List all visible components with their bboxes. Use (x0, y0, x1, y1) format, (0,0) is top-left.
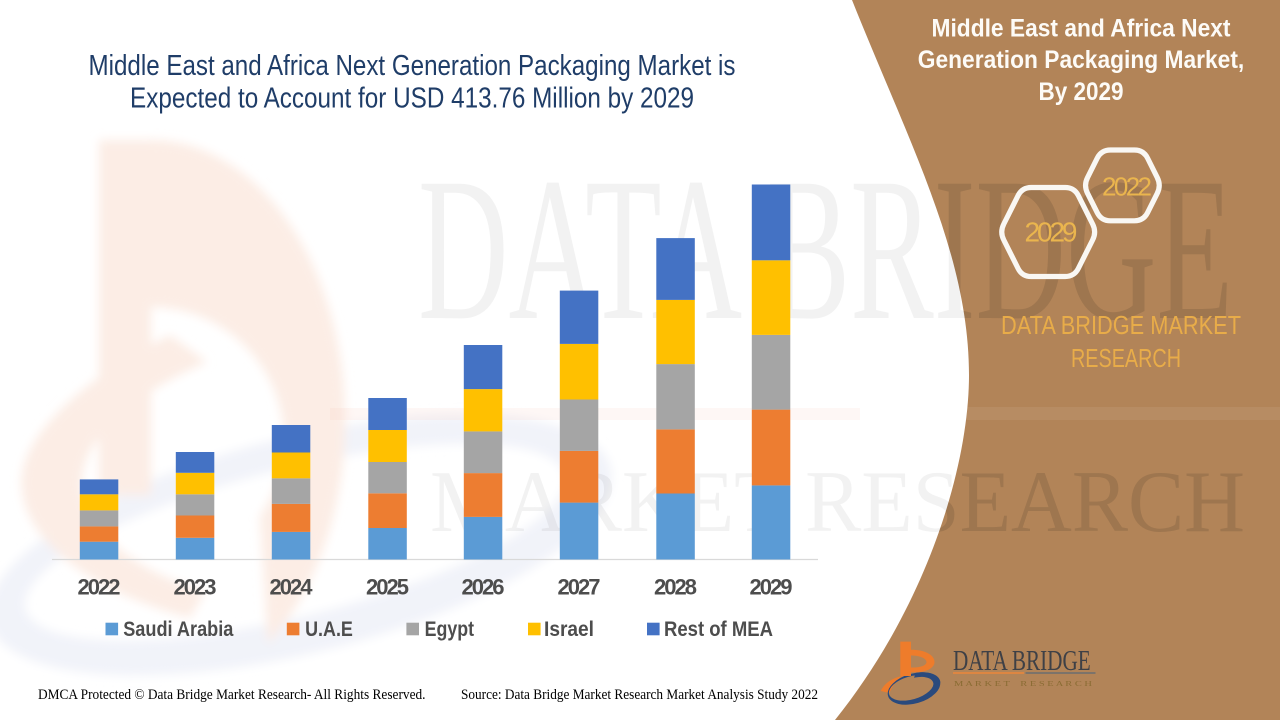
svg-text:2023: 2023 (174, 575, 217, 600)
svg-text:2029: 2029 (1025, 217, 1078, 248)
svg-text:By 2029: By 2029 (1039, 78, 1124, 106)
svg-text:M A R K E T R E S E A R C H: M A R K E T R E S E A R C H (954, 679, 1093, 688)
svg-text:Expected to Account for USD 41: Expected to Account for USD 413.76 Milli… (130, 83, 694, 115)
svg-text:2024: 2024 (270, 575, 314, 600)
svg-text:Egypt: Egypt (425, 618, 474, 641)
svg-text:DMCA Protected © Data Bridge M: DMCA Protected © Data Bridge Market Rese… (38, 687, 426, 703)
svg-text:Source: Data Bridge Market Res: Source: Data Bridge Market Research Mark… (461, 687, 818, 703)
svg-text:DATA BRIDGE: DATA BRIDGE (418, 136, 1233, 363)
svg-text:Middle East and Africa Next: Middle East and Africa Next (932, 14, 1232, 42)
svg-text:Rest of MEA: Rest of MEA (664, 618, 773, 641)
svg-text:2029: 2029 (750, 575, 793, 600)
svg-text:Middle East and Africa Next Ge: Middle East and Africa Next Generation P… (89, 50, 736, 82)
svg-text:DATA BRIDGE MARKET: DATA BRIDGE MARKET (1001, 310, 1241, 340)
svg-text:2025: 2025 (366, 575, 409, 600)
svg-text:Saudi Arabia: Saudi Arabia (123, 618, 233, 641)
svg-text:U.A.E: U.A.E (305, 618, 353, 641)
svg-text:Generation Packaging Market,: Generation Packaging Market, (918, 46, 1245, 74)
svg-text:RESEARCH: RESEARCH (1071, 343, 1181, 373)
svg-text:2022: 2022 (1102, 171, 1152, 201)
svg-text:2028: 2028 (654, 575, 697, 600)
svg-text:2022: 2022 (78, 575, 121, 600)
svg-text:2026: 2026 (462, 575, 505, 600)
svg-text:Israel: Israel (544, 618, 594, 641)
svg-text:DATA BRIDGE: DATA BRIDGE (953, 645, 1091, 677)
svg-text:2027: 2027 (558, 575, 601, 600)
